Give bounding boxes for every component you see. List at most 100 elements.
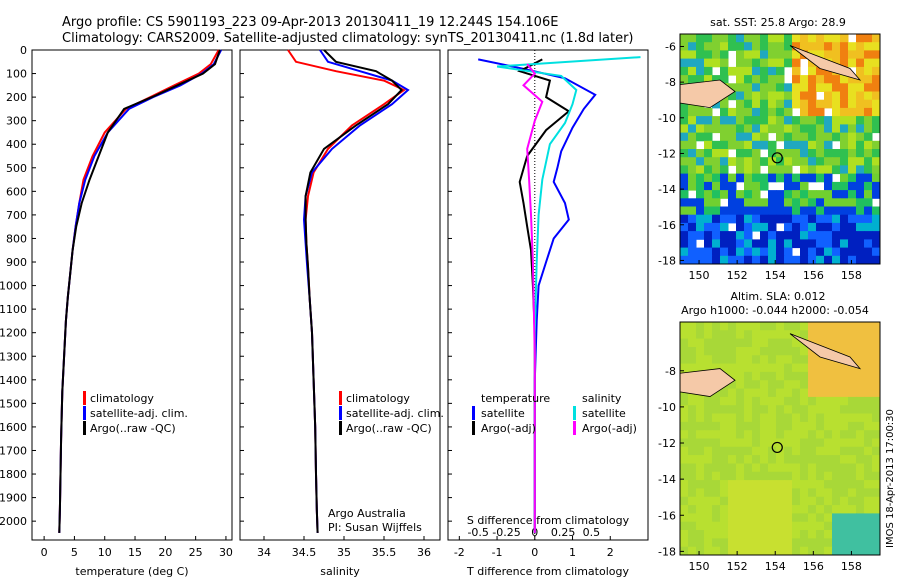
- map-cell: [832, 413, 841, 423]
- map-cell: [736, 83, 745, 92]
- map-cell: [696, 347, 705, 356]
- map-cell: [824, 91, 833, 101]
- map-cell: [760, 521, 769, 531]
- map-cell: [768, 430, 777, 439]
- difference-xlabel: T difference from climatology: [466, 565, 629, 578]
- map-cell: [744, 124, 753, 134]
- map-x-tick-label: 154: [765, 269, 786, 282]
- map-cell: [864, 124, 873, 134]
- map-cell: [864, 198, 873, 207]
- map-cell: [768, 239, 777, 249]
- map-cell: [752, 421, 761, 431]
- map-cell: [720, 330, 729, 340]
- map-cell: [744, 190, 753, 199]
- map-cell: [840, 50, 849, 60]
- map-cell: [864, 413, 873, 423]
- map-cell: [712, 480, 721, 489]
- map-cell: [736, 222, 745, 232]
- map-cell: [728, 190, 737, 199]
- sla-map-frame: [679, 321, 881, 556]
- map-cell: [840, 42, 849, 51]
- map-cell: [728, 107, 737, 117]
- map-cell: [840, 198, 849, 207]
- map-cell: [824, 463, 833, 473]
- map-cell: [680, 50, 689, 60]
- map-cell: [680, 438, 689, 448]
- map-cell: [784, 438, 793, 448]
- map-cell: [848, 421, 857, 431]
- map-cell: [808, 116, 817, 125]
- map-cell: [752, 355, 761, 365]
- map-cell: [864, 91, 873, 101]
- map-cell: [688, 231, 697, 240]
- depth-tick-label: 800: [6, 232, 27, 245]
- map-cell: [872, 42, 881, 51]
- map-cell: [744, 247, 753, 257]
- map-cell: [848, 546, 857, 556]
- map-cell: [720, 496, 729, 506]
- map-cell: [840, 363, 849, 373]
- map-cell: [832, 438, 841, 448]
- land-solomons: [789, 333, 862, 370]
- map-cell: [808, 190, 817, 199]
- series-line-climatology: [58, 49, 220, 533]
- map-cell: [776, 214, 785, 224]
- map-cell: [768, 330, 777, 340]
- map-cell: [760, 157, 769, 166]
- map-cell: [784, 546, 793, 556]
- map-cell: [808, 430, 817, 439]
- map-cell: [760, 480, 769, 489]
- map-cell: [680, 513, 689, 523]
- map-cell: [800, 413, 809, 423]
- map-cell: [736, 214, 745, 224]
- land-solomons: [789, 45, 862, 81]
- map-cell: [800, 116, 809, 125]
- map-cell: [712, 446, 721, 456]
- map-cell: [680, 149, 689, 158]
- map-cell: [832, 91, 841, 101]
- map-cell: [832, 214, 841, 224]
- map-cell: [840, 58, 849, 68]
- map-cell: [856, 505, 865, 514]
- map-cell: [784, 521, 793, 531]
- map-cell: [760, 405, 769, 414]
- map-cell: [736, 66, 745, 76]
- map-cell: [840, 438, 849, 448]
- map-cell: [776, 355, 785, 365]
- map-cell: [680, 405, 689, 414]
- map-cell: [760, 471, 769, 481]
- map-cell: [792, 255, 801, 265]
- map-cell: [768, 222, 777, 232]
- map-cell: [784, 83, 793, 92]
- map-cell: [776, 471, 785, 481]
- map-cell: [824, 34, 833, 43]
- map-cell: [776, 322, 785, 331]
- map-cell: [776, 116, 785, 125]
- map-cell: [696, 505, 705, 514]
- map-cell: [840, 83, 849, 92]
- salinity-xlabel: salinity: [320, 565, 360, 578]
- map-cell: [768, 247, 777, 257]
- salinity-legend: climatology satellite-adj. clim. Argo(..…: [328, 391, 444, 534]
- map-cell: [856, 140, 865, 150]
- x-tick-label: 0: [41, 546, 48, 559]
- map-cell: [800, 496, 809, 506]
- map-cell: [776, 505, 785, 514]
- map-cell: [824, 206, 833, 216]
- map-cell: [752, 363, 761, 373]
- x-top-tick-label: 0.25: [551, 526, 576, 539]
- legend-s-satellite: satellite: [582, 407, 626, 420]
- map-cell: [824, 513, 833, 523]
- temperature-xlabel: temperature (deg C): [75, 565, 188, 578]
- map-cell: [776, 99, 785, 109]
- map-cell: [744, 58, 753, 68]
- map-cell: [736, 363, 745, 373]
- map-cell: [728, 181, 737, 191]
- map-cell: [712, 322, 721, 331]
- map-cell: [712, 363, 721, 373]
- map-cell: [760, 363, 769, 373]
- map-cell: [768, 521, 777, 531]
- map-cell: [824, 116, 833, 125]
- map-cell: [760, 42, 769, 51]
- map-cell: [720, 50, 729, 60]
